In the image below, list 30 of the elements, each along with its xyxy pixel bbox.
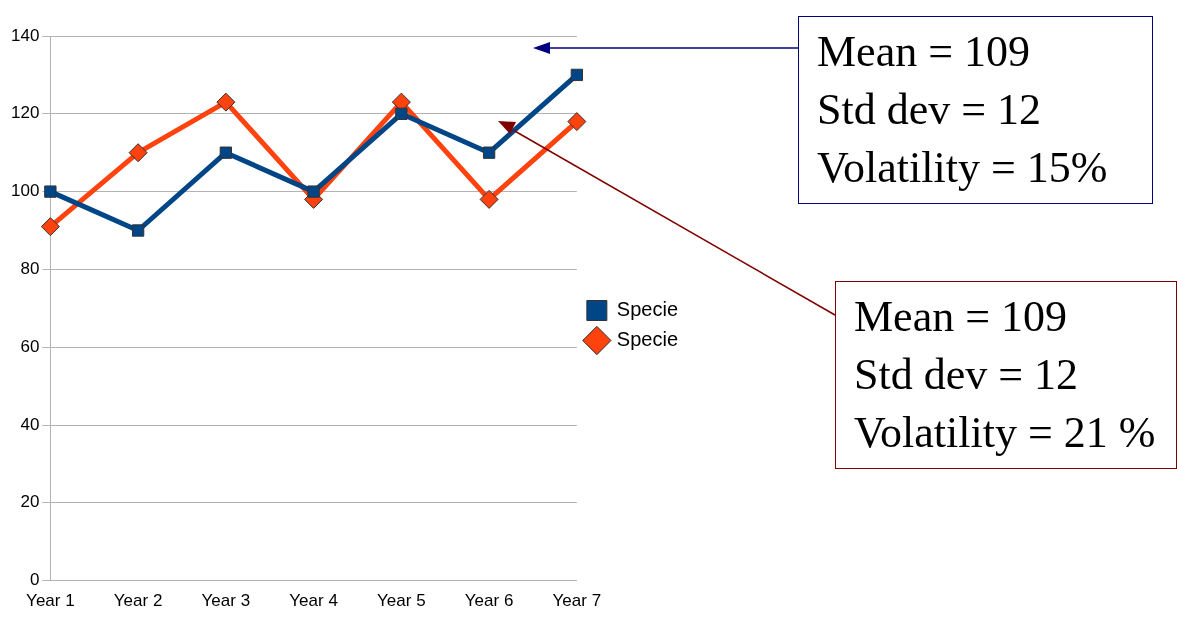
x-tick-label: Year 4 — [289, 591, 338, 611]
x-tick-label: Year 6 — [464, 591, 514, 611]
x-tick-label: Year 2 — [113, 591, 163, 611]
y-tick-label: 140 — [10, 25, 40, 45]
y-tick-label: 40 — [20, 414, 40, 434]
text: Mean = 109 Std dev = 12 Volatility = 21 % — [835, 281, 1177, 469]
y-tick-label: 100 — [10, 181, 40, 201]
text: Mean = 109 Std dev = 12 Volatility = 15% — [798, 16, 1153, 204]
point — [219, 146, 233, 159]
y-tick-label: 0 — [29, 570, 40, 590]
x-tick-label: Year 3 — [201, 591, 251, 611]
point — [216, 92, 236, 112]
point — [307, 185, 320, 198]
point — [567, 112, 587, 132]
point — [128, 143, 148, 163]
point — [479, 189, 499, 209]
x-tick-label: Year 7 — [552, 591, 602, 611]
point — [40, 217, 60, 237]
x-tick-label: Year 1 — [26, 591, 75, 611]
y-tick-label: 80 — [20, 259, 40, 279]
point — [395, 107, 408, 120]
y-tick-label: 60 — [20, 336, 40, 356]
point — [131, 224, 145, 237]
y-tick-label: 120 — [10, 103, 40, 123]
legend-label: Specie — [616, 328, 678, 351]
legend-label: Specie — [616, 298, 678, 321]
point — [570, 68, 584, 82]
y-tick-label: 20 — [20, 492, 40, 512]
x-tick-label: Year 5 — [377, 591, 426, 611]
point — [482, 146, 496, 159]
